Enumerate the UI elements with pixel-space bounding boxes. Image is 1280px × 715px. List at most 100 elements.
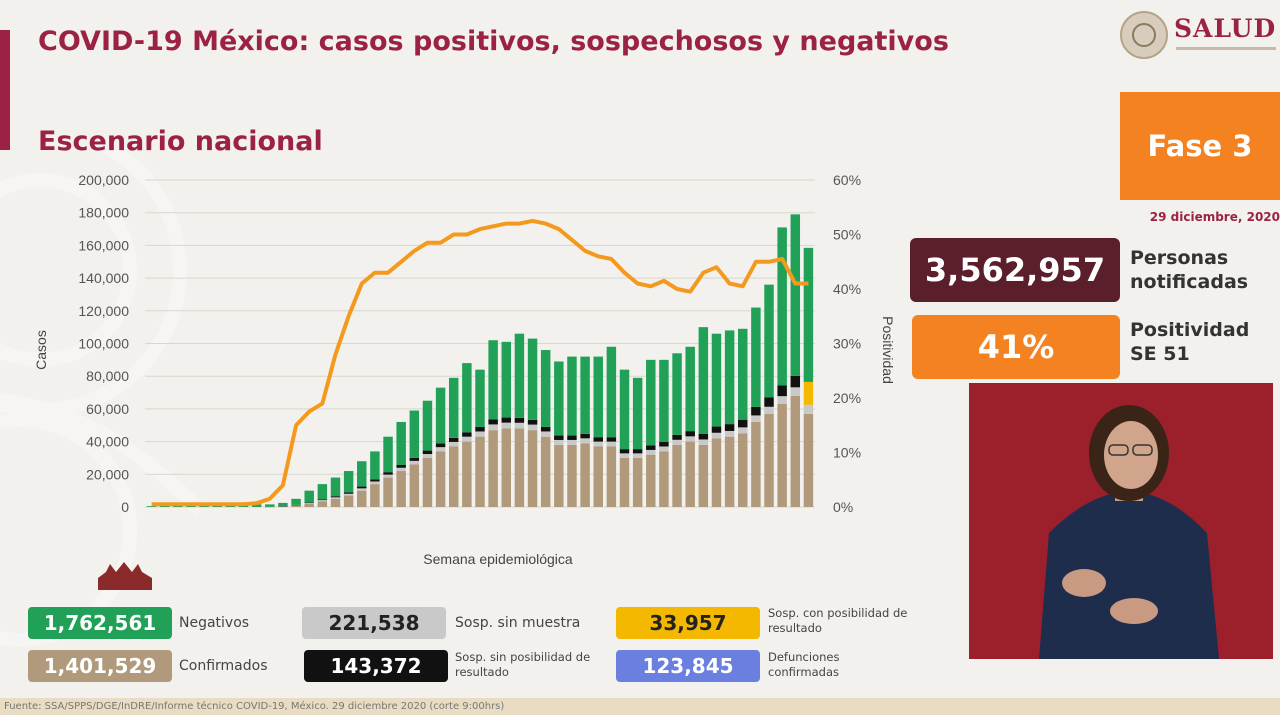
bar-sosp-sin-posibilidad-de-resultado	[291, 504, 301, 506]
bar-sosp-sin-muestra	[777, 396, 787, 404]
bar-sosp-sin-posibilidad-de-resultado	[619, 449, 630, 454]
bar-sosp-sin-posibilidad-de-resultado	[317, 499, 328, 501]
bar-negativos	[685, 346, 695, 432]
bar-negativos	[738, 328, 748, 420]
bar-negativos	[330, 477, 341, 497]
bar-negativos	[790, 214, 801, 376]
bar-sosp-sin-muestra	[330, 497, 341, 499]
bar-sosp-sin-muestra	[554, 439, 564, 445]
bar-sosp-sin-posibilidad-de-resultado	[514, 417, 525, 423]
bar-sosp-sin-muestra	[462, 436, 472, 442]
bar-sosp-sin-posibilidad-de-resultado	[370, 479, 380, 482]
bar-sosp-sin-muestra	[580, 438, 590, 444]
bar-negativos	[659, 359, 669, 442]
bar-negativos	[159, 506, 170, 507]
bar-confirmados	[343, 495, 354, 507]
bar-sosp-sin-posibilidad-de-resultado	[527, 419, 538, 425]
y-tick-label: 80,000	[86, 368, 129, 384]
y-tick-label: 0	[121, 499, 129, 515]
sosp-sin-muestra-label: Sosp. sin muestra	[455, 615, 581, 631]
glasses-icon-right	[1132, 444, 1153, 456]
bar-sosp-sin-muestra	[724, 430, 735, 437]
bar-sosp-sin-muestra	[317, 500, 328, 502]
bar-confirmados	[370, 484, 380, 507]
bar-sosp-sin-muestra	[501, 422, 512, 429]
bar-confirmados	[422, 457, 433, 507]
bar-sosp-sin-posibilidad-de-resultado	[304, 502, 314, 504]
bar-confirmados	[619, 457, 630, 507]
bar-confirmados	[593, 446, 603, 507]
bar-negativos	[251, 504, 262, 507]
bar-sosp-sin-muestra	[291, 505, 301, 506]
chart-axes: 0 20,000 40,000 60,000 80,000 100,000 120,000 1…	[78, 172, 861, 515]
bar-sosp-sin-posibilidad-de-resultado	[278, 506, 288, 507]
bar-confirmados	[488, 430, 498, 507]
bar-negativos	[317, 484, 328, 500]
x-axis-title: Semana epidemiológica	[423, 551, 573, 567]
fase-badge: Fase 3	[1120, 92, 1280, 200]
y2-tick-label: 40%	[833, 281, 861, 297]
bar-sosp-sin-posibilidad-de-resultado	[357, 486, 367, 489]
bar-confirmados	[685, 441, 695, 507]
bar-sosp-sin-posibilidad-de-resultado	[422, 450, 433, 455]
negativos-value-box: 1,762,561	[28, 607, 172, 639]
bar-negativos	[186, 505, 196, 507]
personas-notificadas-label: Personas notificadas	[1130, 246, 1248, 294]
bar-confirmados	[698, 444, 709, 507]
y-tick-label: 160,000	[78, 237, 129, 253]
bar-sosp-sin-muestra	[567, 439, 577, 445]
bar-negativos	[514, 333, 525, 418]
bar-negativos	[619, 369, 630, 450]
negativos-label: Negativos	[179, 615, 250, 631]
bar-sosp-sin-posibilidad-de-resultado	[448, 437, 459, 442]
bar-sosp-sin-posibilidad-de-resultado	[435, 443, 446, 448]
bar-sosp-sin-muestra	[659, 446, 669, 452]
bar-sosp-sin-posibilidad-de-resultado	[777, 385, 787, 397]
bar-sosp-sin-muestra	[803, 404, 814, 414]
bar-sosp-sin-posibilidad-de-resultado	[606, 437, 617, 442]
bar-sosp-sin-muestra	[514, 422, 525, 429]
bar-sosp-sin-muestra	[435, 447, 446, 452]
bar-sosp-sin-posibilidad-de-resultado	[724, 424, 735, 431]
bar-sosp-sin-posibilidad-de-resultado	[554, 435, 564, 440]
bar-confirmados	[777, 403, 787, 507]
bar-confirmados	[606, 446, 617, 507]
bar-negativos	[383, 436, 393, 473]
y-tick-label: 20,000	[86, 466, 129, 482]
chart-positividad-line	[151, 218, 809, 507]
salud-logo: SALUD	[1118, 8, 1278, 59]
bar-sosp-sin-posibilidad-de-resultado	[738, 419, 748, 428]
bar-sosp-sin-posibilidad-de-resultado	[751, 406, 761, 416]
bar-sosp-sin-muestra	[357, 488, 367, 491]
sosp-con-posibilidad-label: Sosp. con posibilidad de resultado	[768, 606, 908, 635]
bar-sosp-sin-muestra	[632, 453, 643, 458]
bar-confirmados	[462, 441, 472, 507]
personas-notificadas-value: 3,562,957	[910, 238, 1120, 302]
bar-negativos	[475, 369, 485, 427]
seal-icon	[1120, 11, 1168, 59]
bar-confirmados	[554, 444, 564, 507]
bar-sosp-sin-muestra	[619, 453, 630, 458]
bar-sosp-sin-posibilidad-de-resultado	[462, 432, 472, 437]
bar-negativos	[554, 361, 564, 436]
bar-sosp-sin-muestra	[593, 441, 603, 447]
y-tick-label: 60,000	[86, 401, 129, 417]
bar-sosp-sin-posibilidad-de-resultado	[632, 449, 643, 454]
bar-confirmados	[330, 498, 341, 507]
bar-confirmados	[409, 464, 420, 507]
page-title: COVID-19 México: casos positivos, sospec…	[38, 26, 949, 57]
bar-sosp-sin-muestra	[343, 493, 354, 496]
bar-sosp-sin-muestra	[409, 460, 420, 465]
report-date: 29 diciembre, 2020	[1149, 210, 1280, 224]
confirmados-value-box: 1,401,529	[28, 650, 172, 682]
bar-negativos	[606, 346, 617, 438]
y-tick-label: 40,000	[86, 434, 129, 450]
bar-sosp-sin-posibilidad-de-resultado	[646, 445, 656, 450]
bar-confirmados	[632, 457, 643, 507]
bar-negativos	[357, 461, 367, 487]
bar-negativos	[265, 504, 275, 507]
bar-negativos	[173, 505, 183, 507]
confirmados-label: Confirmados	[179, 658, 268, 674]
y-tick-label: 120,000	[78, 303, 129, 319]
bar-negativos	[370, 451, 380, 480]
